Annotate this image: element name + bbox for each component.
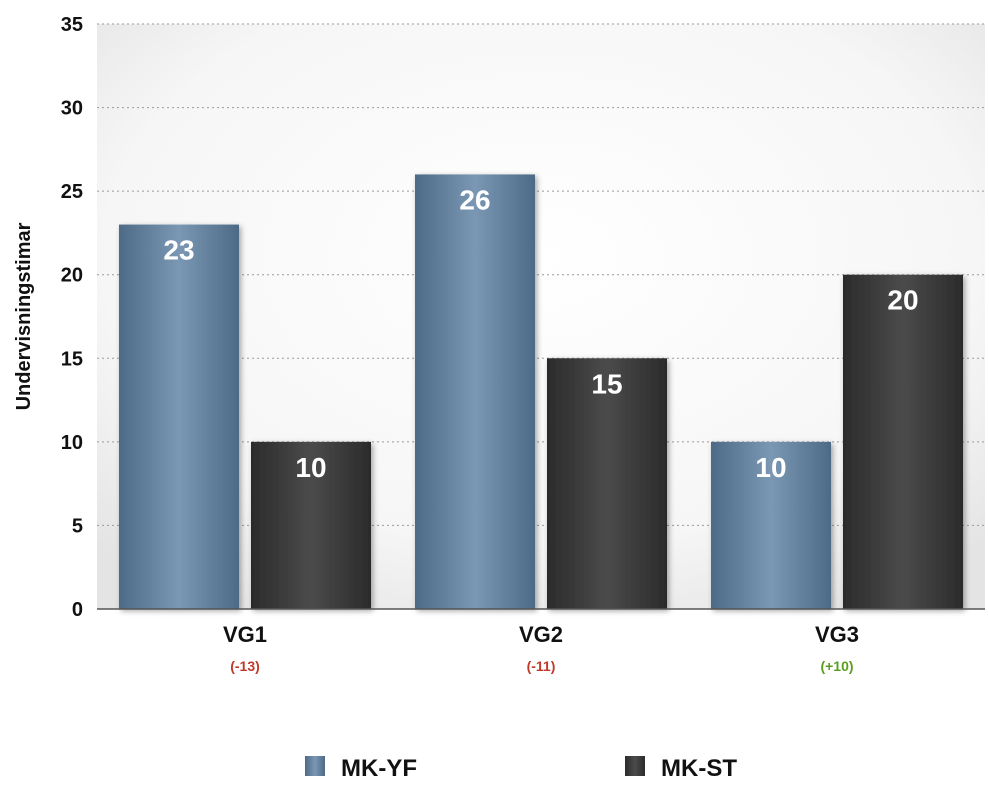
y-tick-label: 15 — [61, 348, 83, 370]
data-label: 26 — [459, 184, 490, 215]
bar-mk-st-vg2 — [547, 358, 667, 609]
bar-mk-yf-vg1 — [119, 224, 239, 610]
x-tick-label: VG3 — [815, 622, 859, 647]
y-tick-label: 10 — [61, 432, 83, 454]
x-tick-label: VG1 — [223, 622, 267, 647]
y-tick-label: 25 — [61, 181, 83, 203]
data-label: 23 — [163, 235, 194, 266]
plot-area — [97, 24, 985, 609]
category-note: (+10) — [820, 658, 853, 674]
y-tick-label: 35 — [61, 14, 83, 36]
legend-swatch-mk-yf — [305, 756, 325, 776]
legend-label: MK-YF — [341, 755, 417, 782]
data-label: 20 — [887, 285, 918, 316]
x-tick-label: VG2 — [519, 622, 563, 647]
y-axis-label: Undervisningstimar — [13, 222, 35, 410]
bar-mk-yf-vg2 — [415, 174, 535, 609]
category-note: (-11) — [527, 658, 556, 674]
y-tick-label: 30 — [61, 98, 83, 120]
legend-label: MK-ST — [661, 755, 737, 782]
y-tick-label: 20 — [61, 265, 83, 287]
bar-mk-st-vg1 — [251, 441, 371, 609]
bar-mk-yf-vg3 — [711, 441, 831, 609]
bar-mk-st-vg3 — [843, 274, 963, 609]
data-label: 15 — [591, 368, 622, 399]
y-tick-label: 0 — [72, 599, 83, 621]
data-label: 10 — [295, 452, 326, 483]
y-tick-label: 5 — [72, 515, 83, 537]
legend-swatch-mk-st — [625, 756, 645, 776]
data-label: 10 — [755, 452, 786, 483]
category-note: (-13) — [230, 658, 260, 674]
